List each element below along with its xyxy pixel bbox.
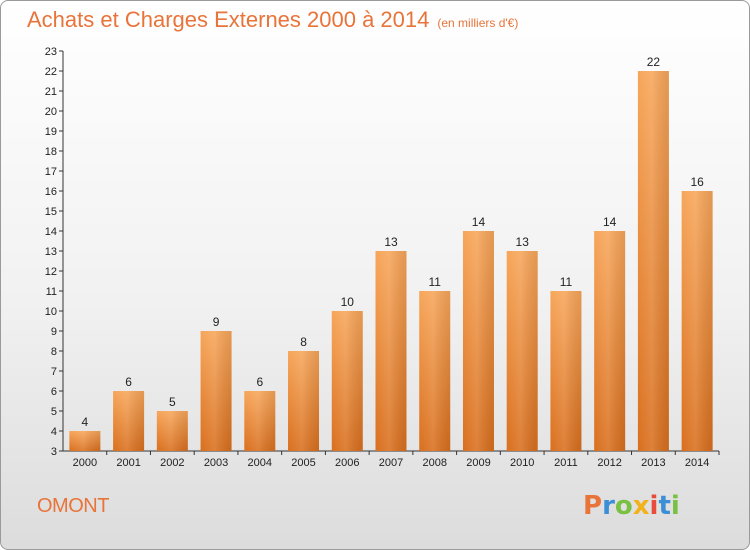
value-label-2008: 11 xyxy=(428,275,441,289)
y-tick-label: 12 xyxy=(45,266,57,278)
bar-shade-2011 xyxy=(550,291,582,451)
x-tick-label: 2009 xyxy=(466,457,490,469)
chart-value-labels: 4 6 5 9 6 8 10 13 11 14 13 11 14 22 16 xyxy=(82,55,705,429)
value-label-2000: 4 xyxy=(82,415,89,429)
value-label-2002: 5 xyxy=(169,395,176,409)
chart-subtitle: (en milliers d'€) xyxy=(437,16,519,30)
x-tick-label: 2010 xyxy=(510,457,534,469)
value-label-2005: 8 xyxy=(300,335,307,349)
y-tick-label: 15 xyxy=(45,206,57,218)
bar-shade-2007 xyxy=(375,251,407,451)
y-tick-label: 10 xyxy=(45,306,57,318)
bar-shade-2012 xyxy=(594,231,626,451)
bar-shade-2004 xyxy=(244,391,276,451)
logo-letter: i xyxy=(670,491,680,521)
y-tick-label: 13 xyxy=(45,246,57,258)
value-label-2014: 16 xyxy=(690,175,704,189)
value-label-2009: 14 xyxy=(472,215,486,229)
bar-shade-2002 xyxy=(156,411,188,451)
y-tick-label: 20 xyxy=(45,106,57,118)
x-tick-label: 2005 xyxy=(291,457,315,469)
y-tick-label: 19 xyxy=(45,126,57,138)
bar-shade-2014 xyxy=(681,191,713,451)
y-tick-label: 7 xyxy=(51,366,57,378)
y-tick-label: 18 xyxy=(45,146,57,158)
logo-letter: o xyxy=(614,491,633,521)
value-label-2001: 6 xyxy=(125,375,132,389)
chart-axes: 3 4 5 6 7 8 9 10 11 12 13 14 15 16 17 18 19 20 21 22 23 2000 2… xyxy=(45,46,720,469)
bar-shade-2005 xyxy=(288,351,320,451)
value-label-2004: 6 xyxy=(256,375,263,389)
proxiti-logo: Proxiti xyxy=(583,491,680,521)
value-label-2003: 9 xyxy=(213,315,220,329)
y-tick-label: 5 xyxy=(51,406,57,418)
bar-shade-2010 xyxy=(506,251,538,451)
chart-title-text: Achats et Charges Externes 2000 à 2014 xyxy=(27,7,430,32)
bar-shade-2006 xyxy=(331,311,363,451)
x-tick-label: 2001 xyxy=(116,457,140,469)
y-tick-label: 14 xyxy=(45,226,57,238)
logo-letter: i xyxy=(649,491,659,521)
x-tick-label: 2000 xyxy=(73,457,97,469)
y-tick-label: 9 xyxy=(51,326,57,338)
y-tick-label: 21 xyxy=(45,86,57,98)
y-tick-label: 11 xyxy=(46,286,57,298)
value-label-2010: 13 xyxy=(516,235,530,249)
logo-letter: x xyxy=(632,491,650,521)
chart-title: Achats et Charges Externes 2000 à 2014 (e… xyxy=(27,7,518,33)
bar-shade-2009 xyxy=(462,231,494,451)
x-tick-label: 2004 xyxy=(248,457,272,469)
logo-letter: r xyxy=(602,491,615,521)
bar-shade-2008 xyxy=(419,291,451,451)
logo-letter: t xyxy=(658,491,671,521)
x-tick-label: 2014 xyxy=(685,457,709,469)
value-label-2011: 11 xyxy=(560,275,573,289)
x-tick-label: 2003 xyxy=(204,457,228,469)
x-tick-label: 2012 xyxy=(597,457,621,469)
commune-name: OMONT xyxy=(37,495,109,517)
value-label-2012: 14 xyxy=(603,215,617,229)
y-tick-label: 6 xyxy=(51,386,57,398)
bar-shade-2013 xyxy=(637,71,669,451)
value-label-2013: 22 xyxy=(647,55,661,69)
x-tick-label: 2008 xyxy=(422,457,446,469)
x-tick-label: 2006 xyxy=(335,457,359,469)
y-tick-label: 22 xyxy=(45,66,57,78)
bar-shade-2003 xyxy=(200,331,232,451)
chart-bars xyxy=(69,71,713,451)
y-tick-label: 4 xyxy=(51,426,57,438)
value-label-2006: 10 xyxy=(341,295,355,309)
x-tick-label: 2013 xyxy=(641,457,665,469)
x-tick-label: 2011 xyxy=(554,457,578,469)
y-tick-label: 8 xyxy=(51,346,57,358)
value-label-2007: 13 xyxy=(384,235,398,249)
y-tick-label: 3 xyxy=(51,446,57,458)
y-tick-label: 17 xyxy=(45,166,57,178)
logo-letter: P xyxy=(583,491,603,521)
x-tick-label: 2002 xyxy=(160,457,184,469)
y-tick-label: 16 xyxy=(45,186,57,198)
y-tick-label: 23 xyxy=(45,46,57,58)
bar-shade-2001 xyxy=(113,391,145,451)
bar-shade-2000 xyxy=(69,431,101,451)
x-tick-label: 2007 xyxy=(379,457,403,469)
